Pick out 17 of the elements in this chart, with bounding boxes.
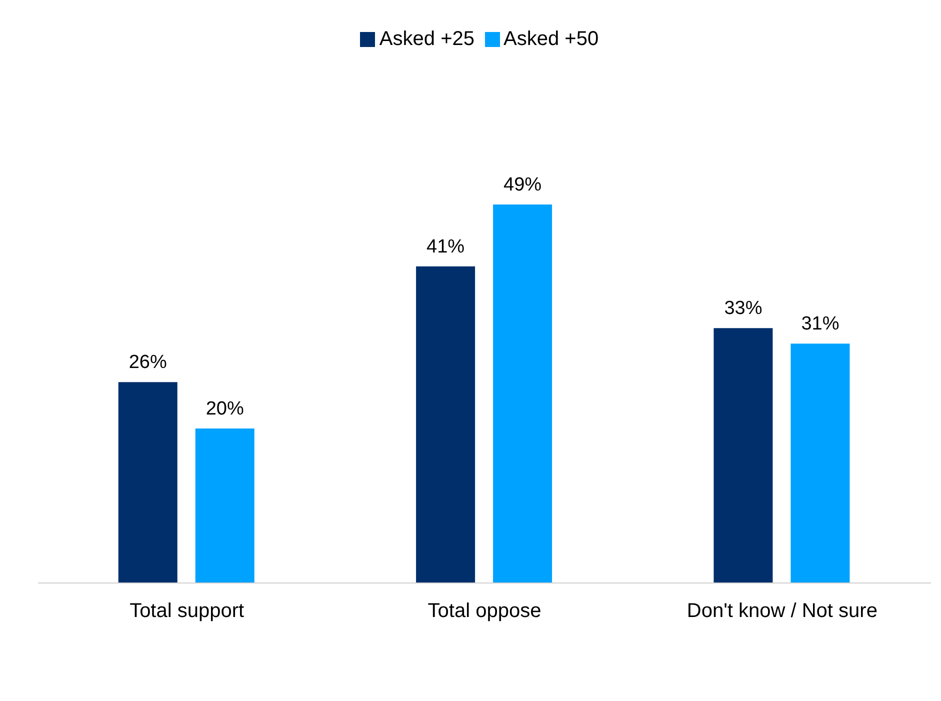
x-tick-label: Total support [130,600,245,622]
data-label: 41% [426,236,465,258]
bar [714,328,773,583]
data-label: 20% [206,398,244,420]
data-label: 49% [504,174,542,196]
bar [416,266,476,583]
x-tick-label: Total oppose [428,600,542,622]
bar [195,428,254,583]
data-label: 26% [128,352,167,374]
legend-label: Asked +50 [504,28,599,50]
data-label: 31% [801,314,840,335]
x-tick-label: Don't know / Not sure [686,600,878,622]
data-label: 33% [724,298,762,320]
bar [493,204,552,583]
bar [118,382,178,583]
legend-label: Asked +25 [379,28,474,50]
bar [790,344,850,583]
